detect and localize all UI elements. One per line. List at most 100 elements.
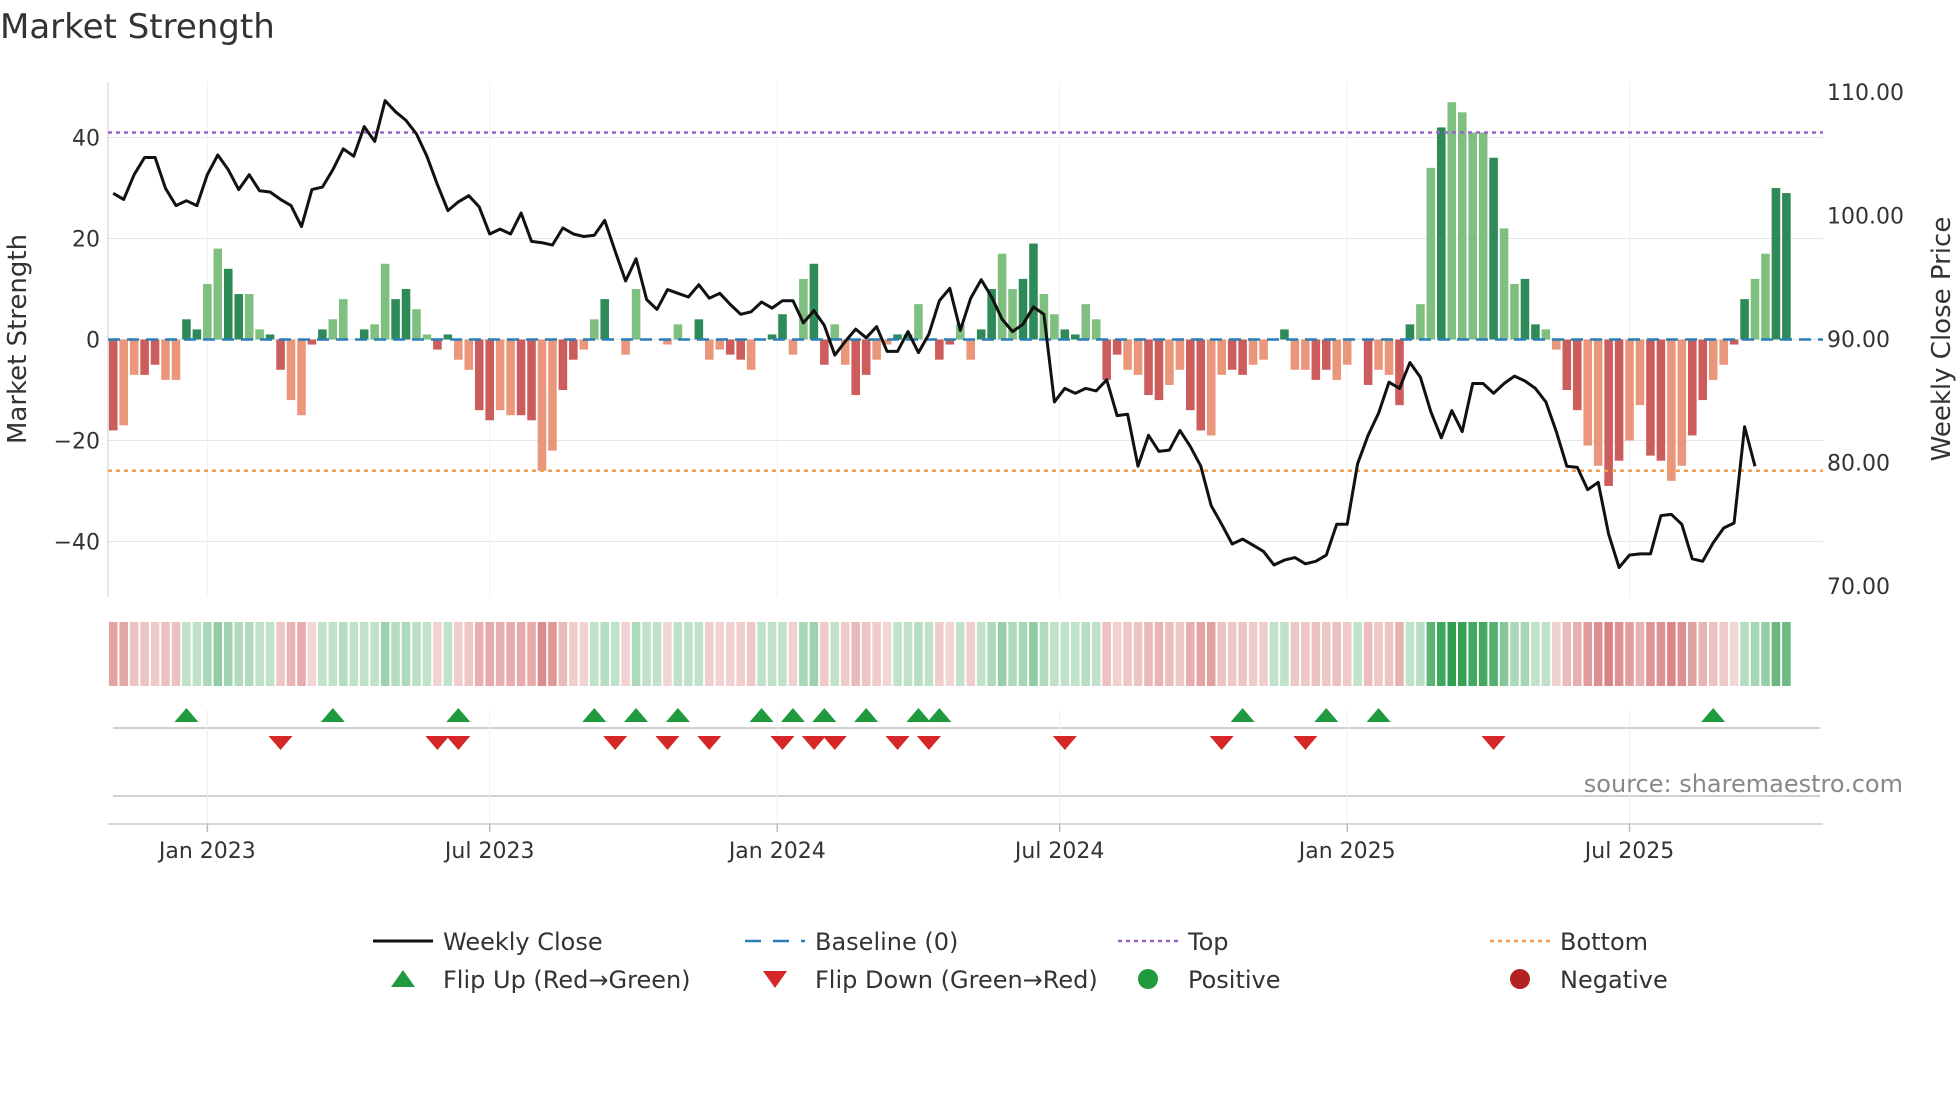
- strength-bar: [976, 329, 986, 340]
- strength-bar: [987, 289, 996, 340]
- strength-bar: [1186, 339, 1195, 411]
- strength-bar: [1133, 339, 1143, 375]
- heat-cell: [339, 622, 348, 686]
- strength-bar: [1175, 339, 1185, 370]
- flip-down-marker: [1293, 736, 1318, 750]
- strength-bar: [527, 339, 536, 421]
- heat-cell: [1144, 622, 1153, 686]
- heat-cell: [1405, 622, 1415, 686]
- strength-bar: [1457, 112, 1467, 340]
- heat-cell: [443, 622, 453, 686]
- heat-cell: [694, 622, 704, 686]
- heat-cell: [830, 622, 840, 686]
- strength-bar: [1321, 339, 1331, 370]
- heat-cell: [851, 622, 860, 686]
- strength-bar: [1646, 339, 1655, 456]
- heat-cell: [474, 622, 484, 686]
- heat-cell: [537, 622, 547, 686]
- left-y-tick: −20: [54, 429, 100, 454]
- strength-bar: [1416, 304, 1425, 340]
- heat-cell: [1018, 622, 1028, 686]
- heat-cell: [1468, 622, 1477, 686]
- strength-bar: [1478, 132, 1488, 340]
- strength-bar: [589, 319, 599, 340]
- strength-bar: [1583, 339, 1592, 446]
- heat-cell: [1604, 622, 1613, 686]
- strength-bar: [1259, 339, 1268, 360]
- legend-label: Negative: [1560, 966, 1668, 994]
- heat-cell: [1071, 622, 1080, 686]
- heat-cell: [1112, 622, 1122, 686]
- strength-bar: [1426, 167, 1436, 340]
- flip-up-marker: [1366, 708, 1391, 722]
- heat-cell: [1656, 622, 1666, 686]
- heat-cell: [129, 622, 139, 686]
- heat-cell: [767, 622, 777, 686]
- heat-cell: [924, 622, 934, 686]
- heat-cell: [1384, 622, 1394, 686]
- strength-bar: [1520, 278, 1530, 340]
- heat-cell: [234, 622, 244, 686]
- heat-cell: [150, 622, 160, 686]
- strength-bar: [318, 329, 327, 340]
- strength-bar: [1280, 329, 1289, 340]
- strength-bar: [1165, 339, 1174, 385]
- heat-cell: [1593, 622, 1603, 686]
- heat-cell: [663, 622, 672, 686]
- strength-bar: [485, 339, 494, 421]
- flip-down-marker: [446, 736, 471, 750]
- left-y-axis-label: Market Strength: [3, 234, 33, 444]
- legend-circle-swatch: [1138, 969, 1158, 989]
- strength-bar: [1782, 193, 1791, 340]
- flip-up-marker: [624, 708, 649, 722]
- heat-cell: [297, 622, 306, 686]
- heat-cell: [1301, 622, 1310, 686]
- heat-cell: [1395, 622, 1404, 686]
- heat-cell: [1353, 622, 1362, 686]
- x-tick-label: Jul 2023: [443, 839, 535, 864]
- strength-bar: [663, 339, 672, 345]
- strength-bar: [339, 299, 348, 340]
- right-y-tick: 80.00: [1827, 452, 1890, 477]
- heat-cell: [1363, 622, 1373, 686]
- strength-bar: [631, 289, 641, 340]
- strength-bar: [1499, 228, 1509, 340]
- strength-bar: [1604, 339, 1613, 486]
- heat-cell: [1531, 622, 1540, 686]
- strength-bar: [1708, 339, 1718, 380]
- heat-cell: [119, 622, 128, 686]
- heat-cell: [349, 622, 359, 686]
- heat-cell: [391, 622, 400, 686]
- strength-bar: [705, 339, 714, 360]
- flip-up-marker: [749, 708, 774, 722]
- strength-bar: [422, 334, 432, 340]
- heat-cell: [757, 622, 766, 686]
- heat-cell: [1311, 622, 1321, 686]
- strength-bar: [380, 263, 390, 340]
- right-y-tick: 100.00: [1827, 205, 1904, 230]
- heat-cell: [1447, 622, 1457, 686]
- heat-cell: [1206, 622, 1216, 686]
- heat-cell: [223, 622, 233, 686]
- strength-bar: [1405, 324, 1415, 340]
- flip-up-marker: [174, 708, 199, 722]
- heat-cell: [1342, 622, 1352, 686]
- heat-cell: [401, 622, 411, 686]
- flip-down-marker: [425, 736, 450, 750]
- strength-bar: [1562, 339, 1572, 390]
- strength-bar: [788, 339, 798, 355]
- heat-cell: [485, 622, 494, 686]
- legend-label: Top: [1187, 928, 1229, 956]
- strength-bar: [443, 334, 453, 340]
- x-tick-label: Jan 2024: [727, 839, 826, 864]
- strength-bar: [1342, 339, 1352, 365]
- legend-label: Flip Up (Red→Green): [443, 966, 691, 994]
- heat-cell: [1646, 622, 1655, 686]
- heat-cell: [840, 622, 850, 686]
- heat-cell: [558, 622, 568, 686]
- strength-bar: [307, 339, 317, 345]
- strength-bar: [1541, 329, 1551, 340]
- strength-bar: [840, 339, 850, 365]
- heat-cell: [1050, 622, 1059, 686]
- strength-bar: [1395, 339, 1404, 406]
